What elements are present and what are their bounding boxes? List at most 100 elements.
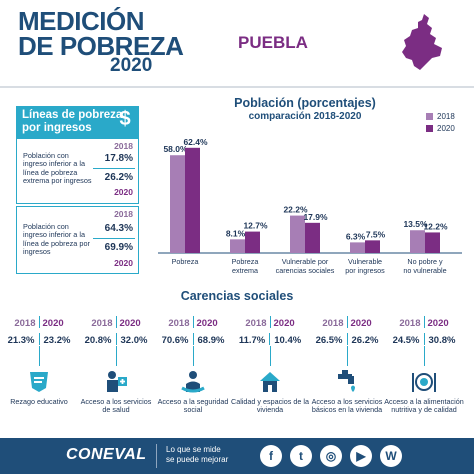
- value-2020: 23.2%: [43, 335, 71, 346]
- carencia-item: 2018 2020 11.7% 10.4% Calidad y espacios de …: [230, 316, 310, 434]
- data-label-2020-1: 12.7%: [243, 221, 268, 231]
- education-icon: [26, 368, 52, 394]
- carencia-values: 20.8% 32.0%: [76, 333, 156, 346]
- twitter-icon[interactable]: t: [290, 445, 312, 467]
- carencia-item: 2018 2020 20.8% 32.0% Acceso a los servicios…: [76, 316, 156, 434]
- carencias-title: Carencias sociales: [180, 289, 294, 303]
- header-divider: [0, 86, 474, 88]
- value-2020: 10.4%: [274, 335, 302, 346]
- brand-title-line1: MEDICIÓN: [18, 6, 145, 36]
- website-icon[interactable]: W: [380, 445, 402, 467]
- carencia-years: 2018 2020: [307, 316, 387, 329]
- bar-2018-2: [290, 215, 305, 253]
- poverty-line-year-b: 2020: [114, 258, 133, 268]
- data-label-2020-2: 17.9%: [303, 212, 328, 222]
- chart-title: Población (porcentajes): [234, 96, 376, 110]
- year-2020: 2020: [119, 318, 141, 329]
- brand-year: 2020: [110, 55, 153, 76]
- carencia-label: Acceso a la alimentación nutritiva y de …: [384, 397, 464, 415]
- carencia-item: 2018 2020 21.3% 23.2% Rezago educativo: [0, 316, 79, 434]
- carencia-years: 2018 2020: [230, 316, 310, 329]
- legend-item-2018: 2018: [426, 112, 455, 121]
- value-separator: [38, 333, 40, 345]
- year-separator: [269, 316, 271, 328]
- data-label-2018-2: 22.2%: [283, 205, 308, 215]
- year-2018: 2018: [91, 318, 113, 329]
- data-label-2020-4: 12.2%: [423, 221, 448, 231]
- year-2020: 2020: [350, 318, 372, 329]
- data-label-2018-1: 8.1%: [226, 228, 246, 238]
- coneval-logo: CONEVAL: [66, 446, 147, 463]
- carencia-item: 2018 2020 26.5% 26.2% Acceso a los servicios…: [307, 316, 387, 434]
- year-2020: 2020: [196, 318, 218, 329]
- bar-2020-2: [305, 222, 320, 253]
- health-icon: [103, 368, 129, 394]
- value-2018: 26.5%: [315, 335, 343, 346]
- value-separator: [346, 333, 348, 345]
- state-map-icon: [402, 14, 442, 70]
- category-label-1: extrema: [232, 266, 258, 275]
- value-2020: 26.2%: [351, 335, 379, 346]
- bar-2018-0: [170, 155, 185, 253]
- state-name: PUEBLA: [238, 33, 308, 52]
- data-label-2020-0: 62.4%: [183, 137, 208, 147]
- year-2018: 2018: [322, 318, 344, 329]
- food-icon: [411, 368, 437, 394]
- bar-2020-1: [245, 231, 260, 253]
- youtube-icon[interactable]: ▶: [350, 445, 372, 467]
- carencia-values: 24.5% 30.8%: [384, 333, 464, 346]
- year-2020: 2020: [273, 318, 295, 329]
- year-separator: [115, 316, 117, 328]
- carencia-stem: [269, 346, 271, 366]
- value-separator: [423, 333, 425, 345]
- carencia-item: 2018 2020 70.6% 68.9% Acceso a la seguridad …: [153, 316, 233, 434]
- poverty-line-value-b: 26.2%: [104, 172, 133, 183]
- poverty-line-value-a: 64.3%: [104, 223, 133, 234]
- instagram-icon[interactable]: ◎: [320, 445, 342, 467]
- poverty-line-desc: Población con ingreso inferior a la líne…: [23, 151, 92, 186]
- footer-divider: [156, 444, 157, 468]
- poverty-line-year-b: 2020: [114, 187, 133, 197]
- category-label-2: Vulnerable por: [282, 257, 329, 266]
- year-2020: 2020: [42, 318, 64, 329]
- poverty-lines-title: Líneas de pobreza por ingresos: [16, 106, 139, 138]
- value-2018: 20.8%: [84, 335, 112, 346]
- facebook-icon[interactable]: f: [260, 445, 282, 467]
- slogan-line2: se puede mejorar: [166, 454, 229, 464]
- carencia-years: 2018 2020: [0, 316, 79, 329]
- carencia-values: 11.7% 10.4%: [230, 333, 310, 346]
- data-label-2018-0: 58.0%: [163, 144, 188, 154]
- category-label-4: No pobre y: [407, 257, 443, 266]
- poverty-line-year-a: 2018: [114, 141, 133, 151]
- data-label-2018-3: 6.3%: [346, 231, 366, 241]
- year-2018: 2018: [168, 318, 190, 329]
- year-2018: 2018: [245, 318, 267, 329]
- social-security-icon: [180, 368, 206, 394]
- poverty-line-value-b: 69.9%: [104, 242, 133, 253]
- carencia-stem: [423, 346, 425, 366]
- bar-chart: 58.0%62.4%Pobreza8.1%12.7%Pobrezaextrema…: [158, 137, 462, 275]
- value-2018: 70.6%: [161, 335, 189, 346]
- footer-slogan: Lo que se mide se puede mejorar: [166, 445, 256, 464]
- year-separator: [192, 316, 194, 328]
- chart-subtitle: comparación 2018-2020: [248, 111, 362, 122]
- category-label-0: Pobreza: [172, 257, 199, 266]
- value-2020: 68.9%: [197, 335, 225, 346]
- year-separator: [346, 316, 348, 328]
- data-label-2018-4: 13.5%: [403, 219, 428, 229]
- carencia-years: 2018 2020: [384, 316, 464, 329]
- value-separator: [269, 333, 271, 345]
- carencia-values: 26.5% 26.2%: [307, 333, 387, 346]
- faucet-icon: [334, 368, 360, 394]
- slogan-line1: Lo que se mide: [166, 445, 221, 454]
- bar-2018-4: [410, 230, 425, 253]
- carencia-values: 21.3% 23.2%: [0, 333, 79, 346]
- legend-item-2020: 2020: [426, 124, 455, 133]
- legend-label: 2020: [437, 124, 455, 133]
- value-2018: 24.5%: [392, 335, 420, 346]
- value-2020: 32.0%: [120, 335, 148, 346]
- poverty-line-card-extreme: Población con ingreso inferior a la líne…: [16, 138, 139, 204]
- bar-2018-1: [230, 239, 245, 253]
- legend-label: 2018: [437, 112, 455, 121]
- carencia-stem: [192, 346, 194, 366]
